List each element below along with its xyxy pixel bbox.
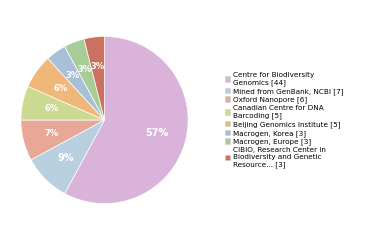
Wedge shape	[65, 36, 188, 204]
Wedge shape	[21, 86, 104, 120]
Wedge shape	[48, 47, 104, 120]
Text: 57%: 57%	[146, 128, 169, 138]
Text: 3%: 3%	[78, 65, 92, 74]
Text: 3%: 3%	[91, 62, 105, 71]
Text: 7%: 7%	[45, 129, 59, 138]
Legend: Centre for Biodiversity
Genomics [44], Mined from GenBank, NCBI [7], Oxford Nano: Centre for Biodiversity Genomics [44], M…	[223, 71, 345, 169]
Text: 9%: 9%	[58, 153, 74, 163]
Wedge shape	[21, 120, 104, 160]
Wedge shape	[65, 39, 105, 120]
Wedge shape	[31, 120, 104, 193]
Text: 6%: 6%	[44, 104, 59, 113]
Text: 6%: 6%	[53, 84, 67, 93]
Wedge shape	[28, 59, 104, 120]
Text: 3%: 3%	[66, 71, 80, 80]
Wedge shape	[84, 36, 105, 120]
